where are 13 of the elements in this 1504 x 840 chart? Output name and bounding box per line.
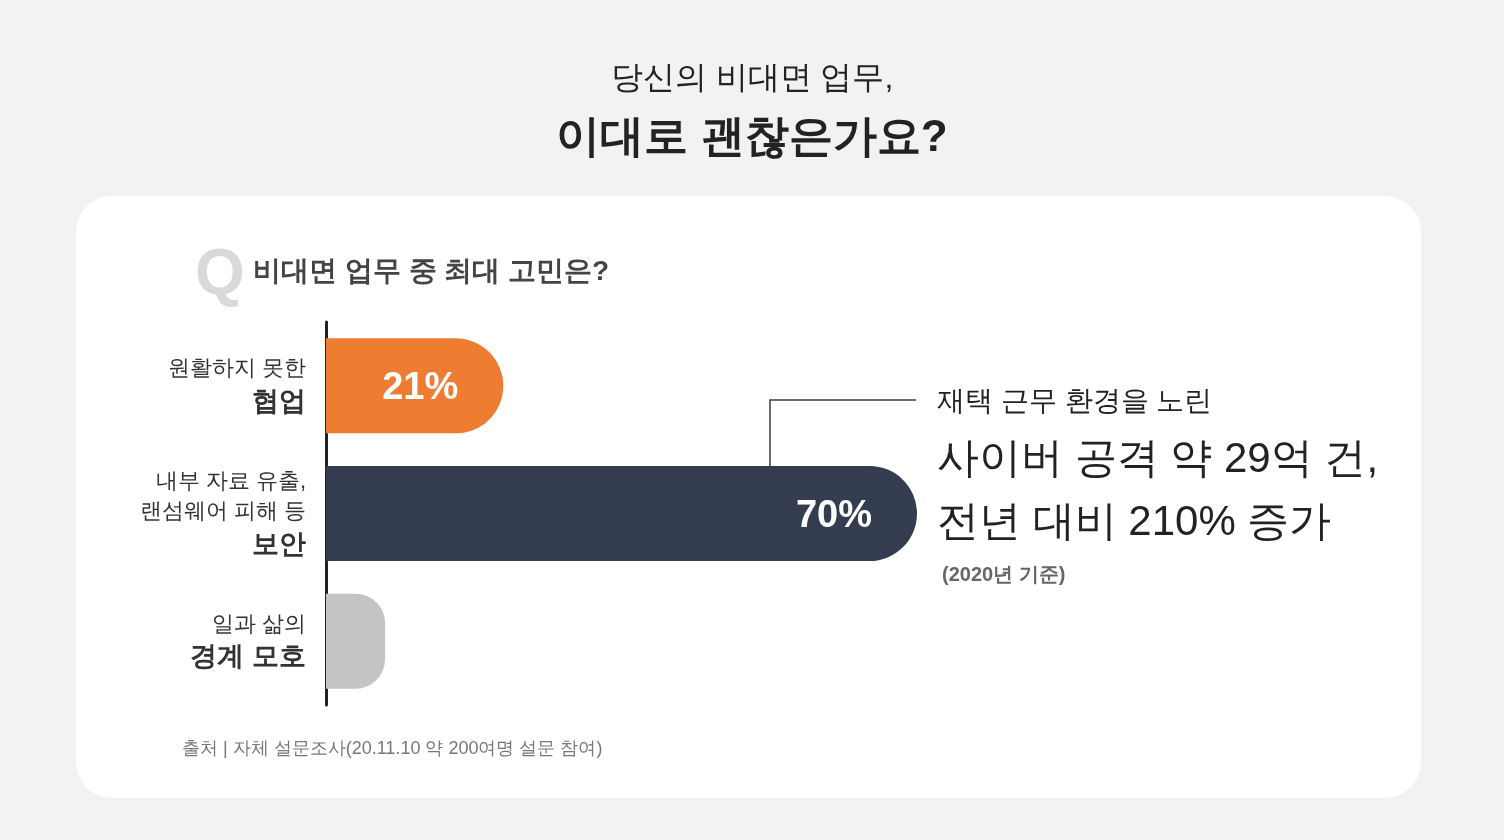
data-label: 21% bbox=[382, 364, 459, 407]
text: 재택 근무 환경을 노린 bbox=[937, 384, 1213, 416]
y-tick-label: 일과 삶의 경계 모호 bbox=[190, 610, 306, 672]
text: 전년 대비 210% 증가 bbox=[937, 496, 1332, 544]
text: (2020년 기준) bbox=[942, 563, 1066, 585]
text: 사이버 공격 약 29억 건, bbox=[937, 433, 1379, 481]
y-tick-label: 원활하지 못한 협업 bbox=[167, 355, 306, 416]
source-note: 출처 | 자체 설문조사(20.11.10 약 200여명 설문 참여) bbox=[182, 738, 603, 758]
text: 비대면 업무 중 최대 고민은? bbox=[253, 254, 610, 286]
chart-title: 이대로 괜찮은가요? bbox=[556, 110, 948, 160]
data-label: 70% bbox=[795, 492, 872, 535]
y-tick-label: 내부 자료 유출, 랜섬웨어 피해 등 보안 bbox=[139, 468, 306, 559]
chart-subtitle: 당신의 비대면 업무, bbox=[610, 59, 894, 95]
